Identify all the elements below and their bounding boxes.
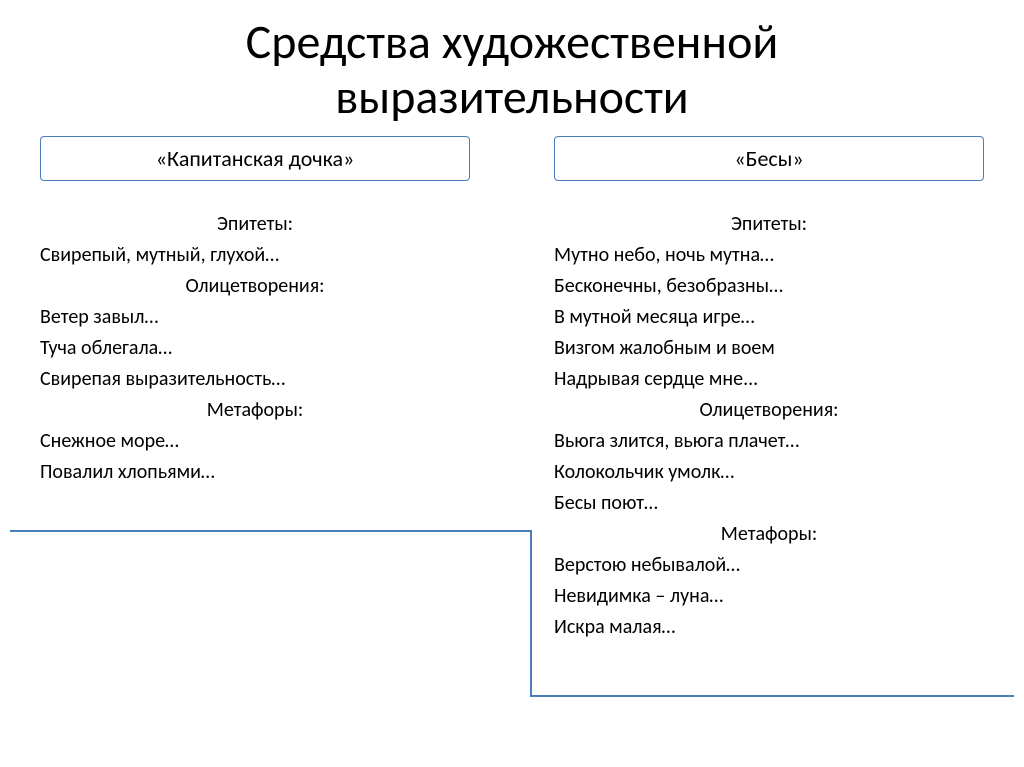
left-line: Свирепая выразительность… (40, 364, 470, 395)
right-line: Бесконечны, безобразны… (554, 271, 984, 302)
right-header-box: «Бесы» (554, 136, 984, 181)
divider-right (530, 695, 1014, 697)
right-line: Олицетворения: (554, 395, 984, 426)
right-line: Невидимка – луна… (554, 581, 984, 612)
slide-title: Средства художественной выразительности (0, 0, 1024, 136)
right-line: Мутно небо, ночь мутна… (554, 240, 984, 271)
right-content: Эпитеты:Мутно небо, ночь мутна…Бесконечн… (554, 209, 984, 643)
left-column: «Капитанская дочка» Эпитеты:Свирепый, му… (40, 136, 470, 643)
left-header-box: «Капитанская дочка» (40, 136, 470, 181)
title-line1: Средства художественной (246, 12, 779, 71)
divider-left (10, 530, 530, 532)
left-line: Повалил хлопьями… (40, 457, 470, 488)
columns-container: «Капитанская дочка» Эпитеты:Свирепый, му… (0, 136, 1024, 643)
right-line: Метафоры: (554, 519, 984, 550)
right-line: В мутной месяца игре… (554, 302, 984, 333)
left-line: Метафоры: (40, 395, 470, 426)
left-content: Эпитеты:Свирепый, мутный, глухой…Олицетв… (40, 209, 470, 488)
left-header-text: «Капитанская дочка» (156, 145, 355, 172)
right-header-text: «Бесы» (734, 145, 803, 172)
right-line: Надрывая сердце мне... (554, 364, 984, 395)
right-column: «Бесы» Эпитеты:Мутно небо, ночь мутна…Бе… (554, 136, 984, 643)
right-line: Верстою небывалой… (554, 550, 984, 581)
left-line: Ветер завыл… (40, 302, 470, 333)
right-line: Эпитеты: (554, 209, 984, 240)
left-line: Туча облегала… (40, 333, 470, 364)
left-line: Свирепый, мутный, глухой… (40, 240, 470, 271)
right-line: Визгом жалобным и воем (554, 333, 984, 364)
right-line: Вьюга злится, вьюга плачет… (554, 426, 984, 457)
right-line: Бесы поют… (554, 488, 984, 519)
divider-vertical (530, 530, 532, 697)
right-line: Искра малая… (554, 612, 984, 643)
left-line: Олицетворения: (40, 271, 470, 302)
left-line: Снежное море… (40, 426, 470, 457)
title-line2: выразительности (335, 67, 689, 126)
right-line: Колокольчик умолк… (554, 457, 984, 488)
left-line: Эпитеты: (40, 209, 470, 240)
